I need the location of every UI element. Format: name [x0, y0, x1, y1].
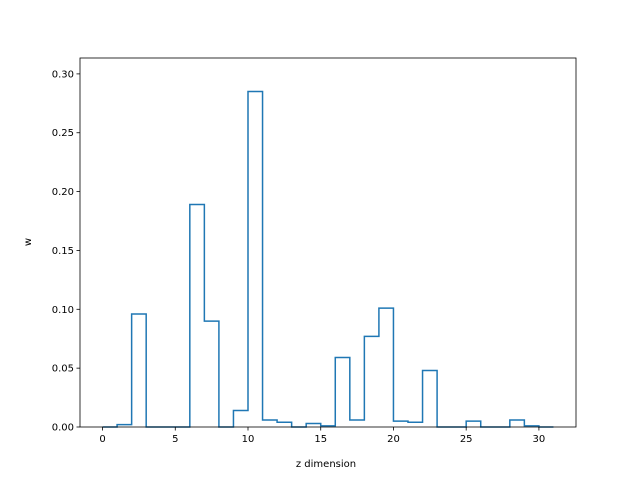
x-tick-label: 5	[172, 434, 178, 445]
histogram-bin	[466, 421, 481, 427]
histogram-bin	[263, 420, 278, 427]
x-axis-label: z dimension	[296, 459, 356, 470]
x-tick-label: 10	[242, 434, 255, 445]
histogram-bin	[233, 411, 248, 427]
y-tick-label: 0.10	[52, 305, 74, 316]
histogram-bin	[132, 314, 147, 427]
histogram-bin	[204, 321, 219, 427]
y-tick-label: 0.15	[52, 246, 74, 257]
y-tick-label: 0.30	[52, 69, 74, 80]
histogram-bin	[510, 420, 525, 427]
histogram-step	[102, 90, 554, 428]
y-tick-label: 0.00	[52, 423, 74, 434]
histogram-bin	[350, 420, 365, 427]
histogram-bin	[364, 336, 379, 427]
plot-frame	[79, 57, 577, 428]
y-tick-label: 0.25	[52, 128, 74, 139]
histogram-bin	[393, 421, 408, 427]
histogram-bin	[379, 308, 394, 427]
plot-area	[79, 57, 577, 428]
y-tick-label: 0.05	[52, 364, 74, 375]
x-axis: 0 5 10 15 20 25 30	[99, 427, 545, 445]
x-tick-label: 30	[533, 434, 546, 445]
x-tick-label: 25	[460, 434, 473, 445]
histogram-bin	[248, 92, 263, 427]
histogram-bin	[335, 358, 350, 427]
y-tick-label: 0.20	[52, 187, 74, 198]
x-tick-label: 15	[314, 434, 327, 445]
histogram-bin	[190, 205, 205, 427]
x-tick-label: 20	[387, 434, 400, 445]
x-tick-label: 0	[99, 434, 105, 445]
y-axis-label: w	[23, 238, 34, 246]
histogram-bin	[423, 371, 438, 427]
y-axis: 0.00 0.05 0.10 0.15 0.20 0.25 0.30	[52, 69, 80, 434]
